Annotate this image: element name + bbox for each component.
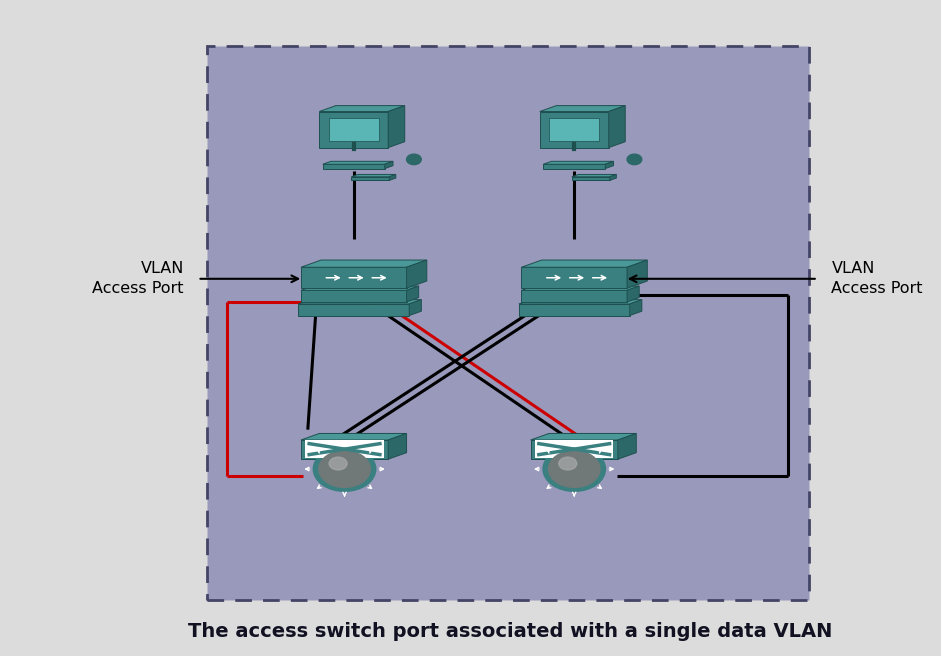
Circle shape [559,457,577,470]
Polygon shape [521,291,627,302]
Polygon shape [543,161,614,164]
Polygon shape [301,267,407,288]
Polygon shape [618,434,636,459]
FancyBboxPatch shape [550,117,599,141]
Circle shape [543,447,605,491]
Circle shape [549,451,600,487]
FancyBboxPatch shape [535,450,614,458]
Circle shape [627,154,642,165]
Polygon shape [301,440,389,459]
Text: The access switch port associated with a single data VLAN: The access switch port associated with a… [188,622,832,640]
Polygon shape [605,161,614,169]
FancyBboxPatch shape [306,450,384,458]
Polygon shape [630,300,642,316]
Polygon shape [298,304,409,316]
Polygon shape [351,177,390,180]
Polygon shape [301,286,419,291]
Circle shape [407,154,422,165]
Circle shape [329,457,347,470]
Polygon shape [627,260,647,288]
Polygon shape [521,286,639,291]
FancyBboxPatch shape [535,440,614,448]
Polygon shape [389,106,405,148]
Text: VLAN
Access Port: VLAN Access Port [832,261,923,297]
Polygon shape [351,174,396,177]
FancyBboxPatch shape [329,117,378,141]
Polygon shape [319,112,389,148]
FancyBboxPatch shape [306,440,384,448]
FancyBboxPatch shape [306,445,384,453]
Polygon shape [301,434,407,440]
Polygon shape [540,112,609,148]
Polygon shape [301,260,427,267]
Polygon shape [518,304,630,316]
Polygon shape [319,106,405,112]
Polygon shape [531,434,636,440]
Text: VLAN
Access Port: VLAN Access Port [92,261,183,297]
Polygon shape [298,300,422,304]
Polygon shape [540,106,625,112]
FancyBboxPatch shape [207,46,808,600]
Polygon shape [323,161,393,164]
FancyBboxPatch shape [535,445,614,453]
Polygon shape [572,177,610,180]
Polygon shape [409,300,422,316]
Polygon shape [407,260,427,288]
Polygon shape [518,300,642,304]
Polygon shape [389,434,407,459]
Polygon shape [323,164,385,169]
Polygon shape [610,174,616,180]
Polygon shape [609,106,625,148]
Circle shape [319,451,370,487]
Circle shape [313,447,375,491]
Polygon shape [627,286,639,302]
Polygon shape [521,260,647,267]
Polygon shape [407,286,419,302]
Polygon shape [521,267,627,288]
Polygon shape [390,174,396,180]
Polygon shape [543,164,605,169]
Polygon shape [385,161,393,169]
Polygon shape [531,440,618,459]
Polygon shape [572,174,616,177]
Polygon shape [301,291,407,302]
